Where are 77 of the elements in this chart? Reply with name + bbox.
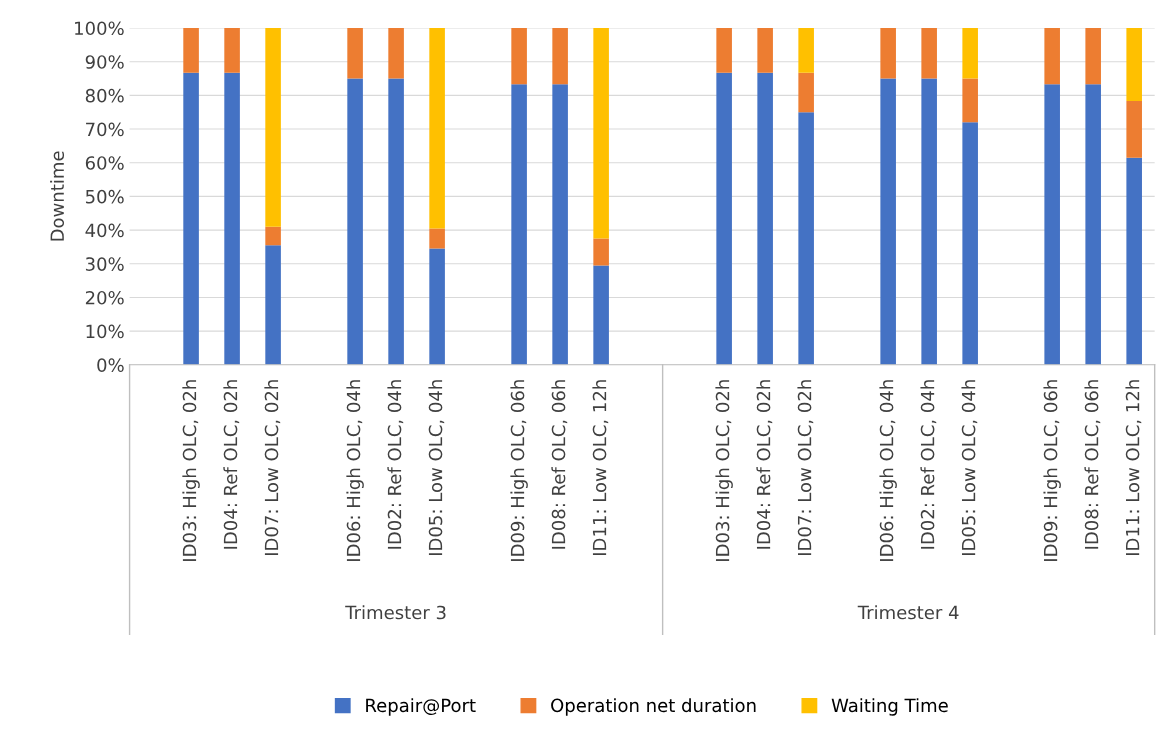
- bar: [798, 28, 814, 73]
- bar: [265, 245, 281, 365]
- bar: [716, 28, 732, 73]
- bar: [593, 238, 609, 266]
- x-tick-label: ID05: Low OLC, 04h: [428, 380, 445, 556]
- bar: [347, 28, 363, 79]
- bar: [798, 112, 814, 365]
- bar: [1085, 84, 1101, 365]
- y-tick-label: 30%: [85, 257, 124, 271]
- bar: [388, 78, 404, 365]
- bar: [511, 28, 527, 85]
- bar: [880, 28, 896, 79]
- bar: [388, 28, 404, 79]
- x-tick-label: ID06: High OLC, 04h: [879, 380, 897, 561]
- x-tick-label: ID11: Low OLC, 12h: [592, 380, 609, 556]
- bar: [921, 28, 937, 79]
- bar: [1044, 84, 1060, 365]
- legend-label: Waiting Time: [831, 698, 948, 716]
- bar: [429, 228, 445, 249]
- x-tick-label: ID09: High OLC, 06h: [510, 380, 528, 561]
- bar: [593, 28, 609, 239]
- y-tick-label: 90%: [85, 55, 124, 69]
- x-tick-label: ID06: High OLC, 04h: [346, 380, 364, 561]
- y-tick-label: 50%: [85, 189, 124, 204]
- y-tick-label: 70%: [86, 122, 124, 137]
- text: Trimester 4: [857, 605, 959, 620]
- bar: [962, 78, 978, 123]
- y-tick-label: 20%: [85, 290, 124, 305]
- x-tick-label: ID04: Ref OLC, 02h: [756, 380, 773, 549]
- x-tick-label: ID07: Low OLC, 02h: [797, 380, 814, 556]
- y-tick-label: 0%: [97, 358, 124, 372]
- bar: [593, 265, 609, 365]
- bar: [265, 226, 281, 246]
- bar: [962, 122, 978, 365]
- bar: [224, 28, 240, 73]
- x-tick-label: ID02: Ref OLC, 04h: [920, 380, 937, 549]
- x-tick-label: ID08: Ref OLC, 06h: [1084, 380, 1101, 549]
- bar: [798, 72, 814, 113]
- bar: [1085, 28, 1101, 85]
- legend-label: Operation net duration: [551, 698, 756, 716]
- y-tick-label: 80%: [85, 88, 124, 103]
- bar: [552, 28, 568, 85]
- x-tick-label: ID03: High OLC, 02h: [715, 380, 733, 561]
- y-tick-label: 40%: [85, 223, 124, 238]
- x-tick-label: ID07: Low OLC, 02h: [264, 380, 281, 556]
- bar: [347, 78, 363, 365]
- y-axis-title: Downtime: [50, 151, 65, 241]
- bar: [757, 72, 773, 365]
- bar: [757, 28, 773, 73]
- x-tick-label: ID03: High OLC, 02h: [182, 380, 200, 561]
- y-tick-label: 60%: [85, 156, 124, 170]
- x-tick-label: ID04: Ref OLC, 02h: [223, 380, 240, 549]
- y-tick-label: 10%: [86, 324, 124, 339]
- bar: [1126, 28, 1142, 102]
- bar: [429, 248, 445, 365]
- y-tick-label: 100%: [75, 21, 124, 36]
- text: Trimester 3: [345, 605, 446, 620]
- bar: [880, 78, 896, 365]
- bar: [511, 84, 527, 365]
- x-tick-label: ID02: Ref OLC, 04h: [387, 380, 404, 549]
- bar: [1044, 28, 1060, 85]
- bar: [1126, 101, 1142, 158]
- bar: [265, 28, 281, 227]
- bar: [183, 28, 199, 73]
- bar: [1126, 157, 1142, 365]
- legend-label: Repair@Port: [366, 698, 476, 716]
- bar: [183, 72, 199, 365]
- bar: [962, 28, 978, 79]
- x-tick-label: ID11: Low OLC, 12h: [1125, 380, 1142, 556]
- bar: [716, 72, 732, 365]
- bar: [429, 28, 445, 229]
- x-tick-label: ID05: Low OLC, 04h: [961, 380, 978, 556]
- x-tick-label: ID08: Ref OLC, 06h: [551, 380, 568, 549]
- bar: [921, 78, 937, 365]
- bar: [224, 72, 240, 365]
- bar: [552, 84, 568, 365]
- x-tick-label: ID09: High OLC, 06h: [1043, 380, 1061, 561]
